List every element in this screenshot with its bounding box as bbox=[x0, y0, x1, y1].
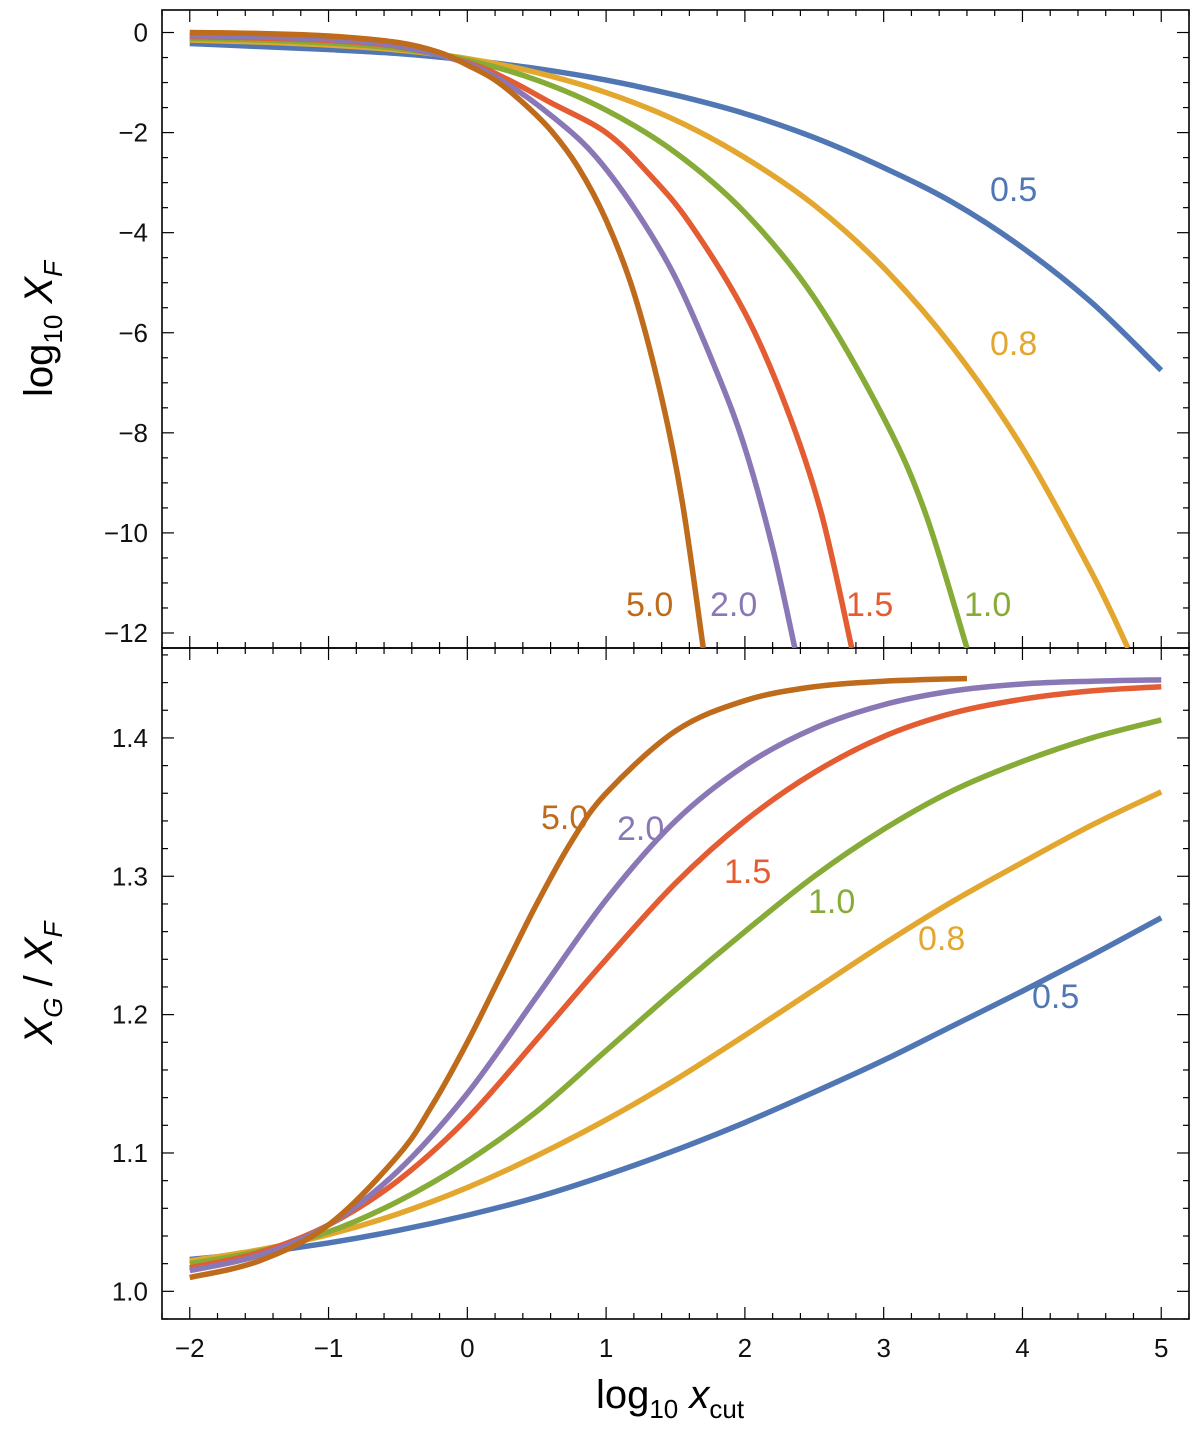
xlabel-log-sub: 10 bbox=[649, 1394, 678, 1424]
top-ytick-label: −10 bbox=[104, 518, 148, 548]
xlabel-var-sub: cut bbox=[709, 1394, 744, 1424]
xlabel-log: log bbox=[596, 1373, 649, 1417]
bottom-ytick-label: 1.2 bbox=[112, 1000, 148, 1030]
bottom-label-1.5: 1.5 bbox=[724, 853, 771, 891]
top-ytick-label: −4 bbox=[118, 218, 148, 248]
top-label-5.0: 5.0 bbox=[626, 586, 673, 624]
xtick-label: 0 bbox=[460, 1333, 474, 1363]
bottom-ylabel-sub2: F bbox=[38, 919, 68, 937]
xtick-label: −2 bbox=[175, 1333, 205, 1363]
top-series-0.5 bbox=[189, 40, 1164, 373]
top-label-0.5: 0.5 bbox=[990, 171, 1037, 209]
bottom-ylabel-sub1: G bbox=[38, 998, 68, 1018]
bottom-curve-labels: 5.0 2.0 1.5 1.0 0.8 0.5 bbox=[541, 799, 1079, 1016]
bottom-series-5.0 bbox=[189, 675, 968, 1281]
bottom-label-5.0: 5.0 bbox=[541, 799, 588, 837]
top-ytick-label: 0 bbox=[134, 18, 148, 48]
xlabel-space bbox=[678, 1373, 689, 1417]
xtick-label: 4 bbox=[1015, 1333, 1029, 1363]
xtick-label: 3 bbox=[876, 1333, 890, 1363]
top-series-0.8 bbox=[189, 37, 1131, 648]
bottom-label-1.0: 1.0 bbox=[808, 883, 855, 921]
top-ylabel-space bbox=[17, 304, 61, 315]
top-curve-labels: 0.5 0.8 1.0 1.5 2.0 5.0 bbox=[626, 171, 1037, 624]
bottom-ylabel-var1: X bbox=[17, 1016, 61, 1045]
top-ytick-label: −12 bbox=[104, 618, 148, 648]
bottom-label-2.0: 2.0 bbox=[617, 810, 664, 848]
tick-labels: 0−2−4−6−8−10−121.01.11.21.31.4−2 −1 0 1 2 3 4 5 bbox=[104, 18, 1169, 1363]
top-series-1.0 bbox=[189, 35, 970, 648]
top-label-2.0: 2.0 bbox=[710, 586, 757, 624]
xlabel-var: x bbox=[687, 1373, 711, 1417]
top-label-1.5: 1.5 bbox=[846, 586, 893, 624]
bottom-label-0.5: 0.5 bbox=[1032, 978, 1079, 1016]
xtick-label: 1 bbox=[599, 1333, 613, 1363]
xtick-label: 2 bbox=[738, 1333, 752, 1363]
top-ylabel-var-sub: F bbox=[38, 259, 68, 277]
top-y-axis-title: log10 XF bbox=[17, 259, 68, 397]
top-ylabel-var: X bbox=[17, 276, 61, 305]
top-panel-curves bbox=[189, 29, 1164, 648]
bottom-y-axis-title: XG / XF bbox=[17, 919, 68, 1045]
bottom-series-0.5 bbox=[189, 915, 1163, 1263]
top-label-0.8: 0.8 bbox=[990, 325, 1037, 363]
top-ytick-label: −6 bbox=[118, 318, 148, 348]
bottom-series-2.0 bbox=[189, 677, 1162, 1274]
bottom-ytick-label: 1.3 bbox=[112, 861, 148, 891]
bottom-label-0.8: 0.8 bbox=[918, 920, 965, 958]
bottom-ytick-label: 1.0 bbox=[112, 1276, 148, 1306]
bottom-panel-curves bbox=[189, 675, 1163, 1281]
top-label-1.0: 1.0 bbox=[964, 586, 1011, 624]
bottom-ylabel-var2: X bbox=[17, 936, 61, 965]
bottom-ytick-label: 1.4 bbox=[112, 723, 148, 753]
top-series-2.0 bbox=[189, 32, 798, 648]
xtick-label: −1 bbox=[314, 1333, 344, 1363]
top-series-5.0 bbox=[189, 29, 706, 648]
top-ylabel-log: log bbox=[17, 344, 61, 397]
top-series-1.5 bbox=[189, 33, 855, 648]
bottom-series-0.8 bbox=[189, 789, 1163, 1264]
top-ytick-label: −2 bbox=[118, 118, 148, 148]
bottom-ylabel-sep: / bbox=[17, 964, 61, 997]
bottom-ytick-label: 1.1 bbox=[112, 1138, 148, 1168]
bottom-panel-frame bbox=[161, 647, 1190, 1320]
xtick-label: 5 bbox=[1154, 1333, 1168, 1363]
bottom-series-1.0 bbox=[189, 717, 1162, 1267]
top-ytick-label: −8 bbox=[118, 418, 148, 448]
top-ylabel-log-sub: 10 bbox=[38, 315, 68, 344]
bottom-series-1.5 bbox=[189, 683, 1162, 1271]
x-axis-title: log10 xcut bbox=[596, 1373, 745, 1424]
